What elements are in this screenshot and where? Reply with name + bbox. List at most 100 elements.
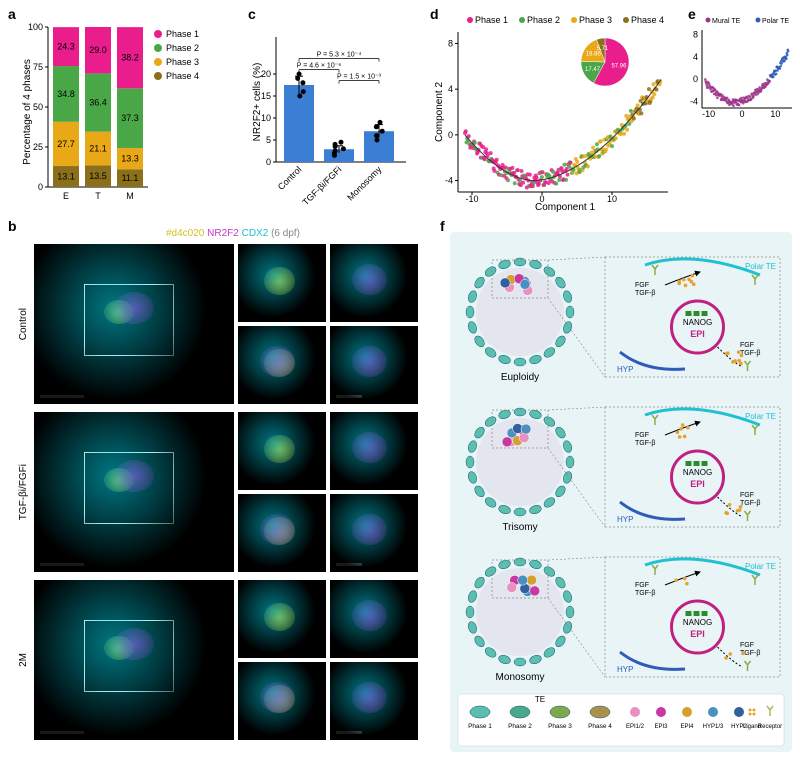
microscopy-insets (238, 244, 418, 404)
title-nr2f2: NR2F2 (207, 228, 239, 239)
microscopy-insets (238, 580, 418, 740)
microscopy-inset (238, 494, 326, 572)
svg-text:Phase 1: Phase 1 (475, 15, 508, 25)
svg-text:24.3: 24.3 (57, 42, 75, 52)
svg-text:57.96: 57.96 (611, 64, 627, 70)
svg-text:FGF: FGF (740, 492, 754, 499)
svg-text:P = 5.3 × 10⁻⁴: P = 5.3 × 10⁻⁴ (317, 52, 362, 59)
svg-text:EPI1/2: EPI1/2 (626, 724, 645, 730)
svg-text:NANOG: NANOG (683, 318, 712, 327)
microscopy-inset (238, 326, 326, 404)
svg-text:37.3: 37.3 (121, 113, 139, 123)
svg-text:E: E (63, 191, 69, 201)
svg-text:0: 0 (266, 157, 271, 167)
panel-b-row: Control (18, 242, 418, 406)
svg-text:P = 4.6 × 10⁻⁶: P = 4.6 × 10⁻⁶ (297, 63, 342, 70)
svg-text:11.1: 11.1 (122, 173, 139, 183)
title-cdx2: CDX2 (242, 228, 269, 239)
svg-text:EPI: EPI (690, 329, 705, 339)
svg-text:-10: -10 (465, 194, 478, 204)
svg-text:75: 75 (33, 62, 43, 72)
panel-a-chart: Percentage of 4 phases 0255075100ETM 13.… (18, 12, 228, 207)
svg-text:8: 8 (448, 38, 453, 48)
microscopy-insets (238, 412, 418, 572)
svg-text:FGF: FGF (635, 432, 649, 439)
svg-text:Polar TE: Polar TE (745, 412, 776, 421)
svg-text:Phase 3: Phase 3 (166, 57, 199, 67)
svg-text:TGF-βi/FGFi: TGF-βi/FGFi (301, 164, 344, 207)
svg-text:Phase 3: Phase 3 (579, 15, 612, 25)
svg-text:10: 10 (261, 113, 271, 123)
svg-text:EPI: EPI (690, 629, 705, 639)
microscopy-inset (238, 662, 326, 740)
svg-text:T: T (95, 191, 101, 201)
svg-text:4: 4 (693, 52, 698, 62)
svg-text:Phase 2: Phase 2 (508, 723, 532, 730)
svg-text:17.47: 17.47 (585, 67, 601, 73)
svg-text:10: 10 (607, 194, 617, 204)
svg-text:27.7: 27.7 (57, 139, 75, 149)
svg-text:Phase 1: Phase 1 (166, 29, 199, 39)
svg-text:34.8: 34.8 (57, 89, 75, 99)
svg-text:Phase 2: Phase 2 (166, 43, 199, 53)
microscopy-inset (330, 662, 418, 740)
panel-c-chart: NR2F2+ cells (%) 05101520ControlTGF-βi/F… (248, 12, 418, 212)
svg-text:Phase 4: Phase 4 (166, 71, 199, 81)
svg-text:FGF: FGF (635, 282, 649, 289)
svg-text:Phase 4: Phase 4 (631, 15, 664, 25)
panel-b-row: 2M (18, 578, 418, 742)
svg-text:-4: -4 (445, 176, 453, 186)
svg-text:13.1: 13.1 (57, 172, 75, 182)
microscopy-inset (330, 494, 418, 572)
row-label: TGF-βi/FGFi (18, 464, 34, 520)
svg-text:10: 10 (770, 109, 780, 119)
svg-text:Monosomy: Monosomy (345, 164, 384, 203)
microscopy-inset (330, 412, 418, 490)
svg-text:50: 50 (33, 102, 43, 112)
svg-text:18.86: 18.86 (586, 52, 602, 58)
panel-d-chart: -10010-4048 57.9617.4718.865.71 Phase 1P… (430, 12, 680, 212)
svg-text:Phase 2: Phase 2 (527, 15, 560, 25)
svg-text:20: 20 (261, 69, 271, 79)
svg-text:TGF-β: TGF-β (635, 590, 655, 597)
microscopy-image (34, 412, 234, 572)
svg-text:-4: -4 (690, 96, 698, 106)
svg-text:NANOG: NANOG (683, 468, 712, 477)
panel-label-a: a (8, 6, 16, 22)
panel-d-xlabel: Component 1 (535, 202, 595, 212)
svg-text:Phase 3: Phase 3 (548, 723, 572, 730)
svg-text:HYP1/3: HYP1/3 (703, 724, 724, 730)
svg-text:Trisomy: Trisomy (502, 522, 537, 533)
svg-text:NANOG: NANOG (683, 618, 712, 627)
panel-d-ylabel: Component 2 (434, 82, 445, 142)
svg-text:M: M (126, 191, 134, 201)
svg-text:0: 0 (739, 109, 744, 119)
svg-text:TE: TE (535, 695, 545, 704)
svg-text:Polar TE: Polar TE (745, 262, 776, 271)
microscopy-inset (238, 580, 326, 658)
svg-text:15: 15 (261, 91, 271, 101)
svg-text:38.2: 38.2 (121, 53, 139, 63)
svg-text:Polar TE: Polar TE (745, 562, 776, 571)
svg-text:TGF-β: TGF-β (635, 440, 655, 447)
svg-text:TGF-β: TGF-β (740, 500, 760, 507)
svg-text:Phase 1: Phase 1 (468, 723, 492, 730)
svg-text:FGF: FGF (635, 582, 649, 589)
panel-f-container: EuploidyPolar TEHYPNANOGEPIFGFTGF-βFGFTG… (450, 232, 792, 752)
svg-text:0: 0 (448, 130, 453, 140)
title-dpf: (6 dpf) (271, 228, 300, 239)
svg-text:Phase 4: Phase 4 (588, 723, 612, 730)
microscopy-image (34, 580, 234, 740)
svg-text:Polar TE: Polar TE (762, 18, 789, 25)
row-label: 2M (18, 653, 34, 667)
svg-text:0: 0 (693, 74, 698, 84)
panel-b-row: TGF-βi/FGFi (18, 410, 418, 574)
svg-text:4: 4 (448, 84, 453, 94)
svg-text:36.4: 36.4 (89, 98, 107, 108)
svg-text:-10: -10 (702, 109, 715, 119)
panel-b-container: #d4c020 NR2F2 CDX2 (6 dpf) ControlTGF-βi… (18, 228, 418, 746)
svg-text:HYP: HYP (617, 365, 633, 374)
svg-text:EPI3: EPI3 (654, 724, 668, 730)
microscopy-image (34, 244, 234, 404)
microscopy-inset (238, 412, 326, 490)
